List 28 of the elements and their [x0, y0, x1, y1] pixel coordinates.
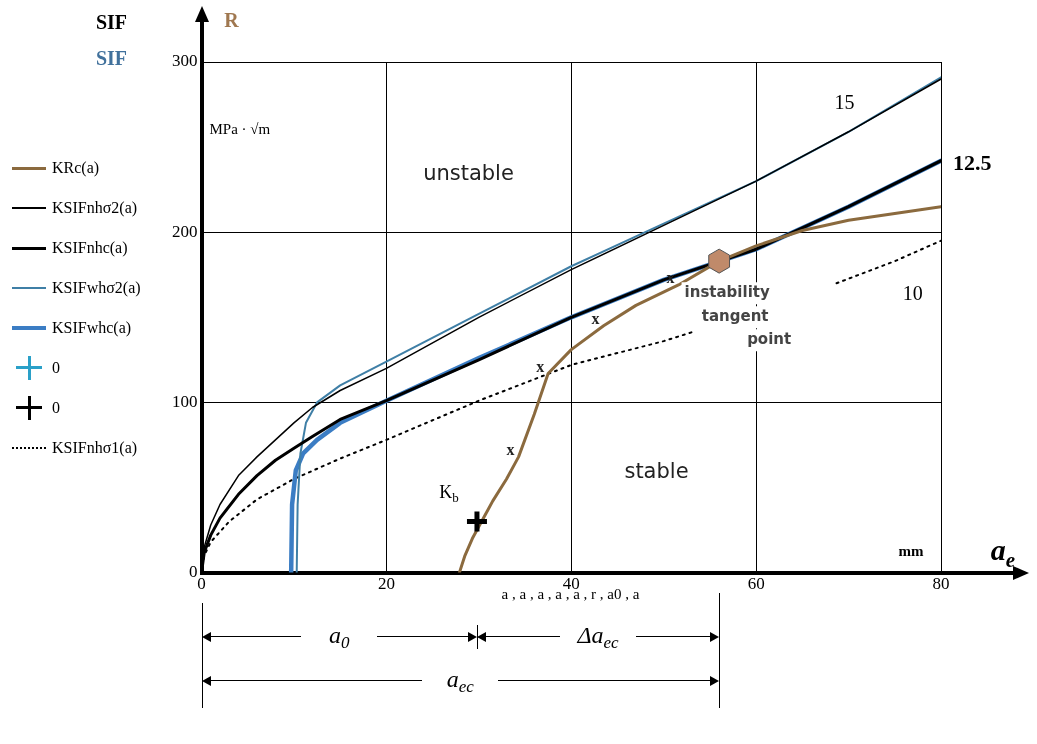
- annotation: 15: [834, 91, 855, 114]
- annotation: 10: [902, 282, 923, 305]
- annotation: x: [506, 441, 515, 458]
- y-tick-label: 100: [172, 391, 198, 411]
- y-tick-label: 300: [172, 51, 198, 71]
- legend-label: 0: [52, 399, 60, 417]
- legend-label: KSIFnhc(a): [52, 239, 128, 257]
- legend-label: KSIFwhc(a): [52, 319, 132, 337]
- annotation: unstable: [423, 161, 514, 186]
- annotation: x: [536, 357, 545, 375]
- annotation: 12.5: [953, 150, 992, 176]
- annotation: x: [591, 309, 600, 327]
- annotation: instability tangent point: [684, 283, 792, 349]
- y-axis-title: SIF: [95, 11, 128, 34]
- text: R: [224, 9, 240, 32]
- y-tick-label: 200: [172, 221, 198, 241]
- legend-label: KRc(a): [52, 159, 100, 177]
- annotation: stable: [624, 459, 689, 484]
- annotation: mm: [898, 543, 924, 560]
- legend-label: KSIFwhσ2(a): [52, 279, 141, 297]
- x-tick-label: 80: [932, 574, 950, 594]
- legend-label: 0: [52, 359, 60, 377]
- x-tick-label: 20: [377, 574, 395, 594]
- x-tick-label: 60: [747, 574, 765, 594]
- text: SIF: [95, 47, 128, 70]
- annotation: MPa · √m: [209, 120, 271, 137]
- legend-label: KSIFnhσ2(a): [52, 199, 138, 217]
- legend-label: KSIFnhσ1(a): [52, 439, 138, 457]
